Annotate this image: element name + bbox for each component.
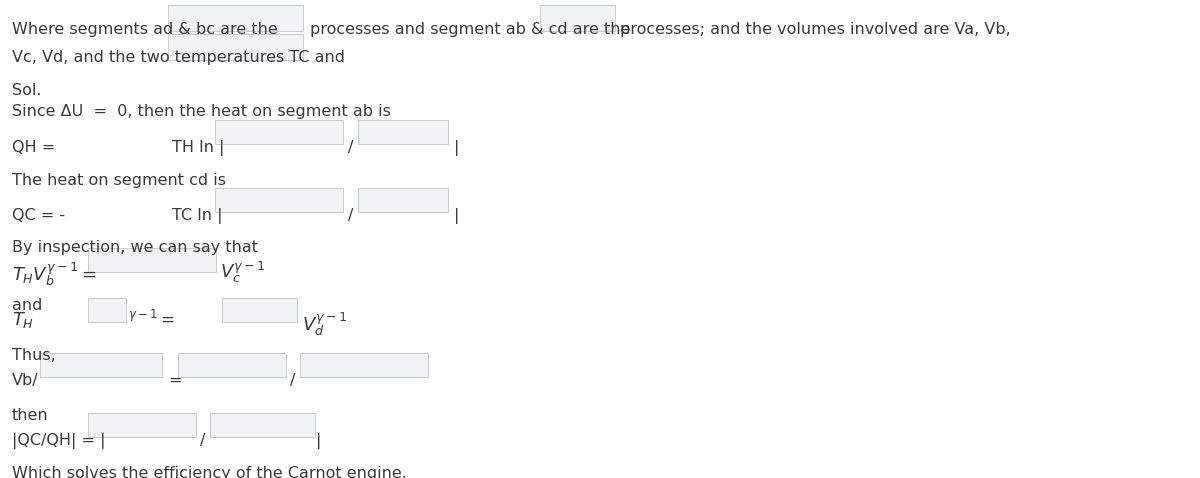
FancyBboxPatch shape [88,298,126,322]
Text: $T_HV_b^{\gamma-1}=$: $T_HV_b^{\gamma-1}=$ [12,260,96,288]
Text: Thus,: Thus, [12,348,55,363]
Text: The heat on segment cd is: The heat on segment cd is [12,173,226,188]
Text: processes and segment ab & cd are the: processes and segment ab & cd are the [310,22,630,37]
Text: Vc, Vd, and the two temperatures TC and: Vc, Vd, and the two temperatures TC and [12,50,346,65]
FancyBboxPatch shape [178,353,286,377]
FancyBboxPatch shape [168,34,302,60]
Text: By inspection, we can say that: By inspection, we can say that [12,240,258,255]
FancyBboxPatch shape [88,248,216,272]
FancyBboxPatch shape [215,188,343,212]
Text: |QC/QH| = |: |QC/QH| = | [12,433,106,449]
FancyBboxPatch shape [222,298,298,322]
Text: |: | [316,433,322,449]
Text: TC ln |: TC ln | [172,208,222,224]
FancyBboxPatch shape [40,353,162,377]
Text: $V_d^{\gamma-1}$: $V_d^{\gamma-1}$ [302,310,347,338]
Text: |: | [454,208,460,224]
FancyBboxPatch shape [300,353,428,377]
Text: Since ΔU  =  0, then the heat on segment ab is: Since ΔU = 0, then the heat on segment a… [12,104,391,119]
Text: processes; and the volumes involved are Va, Vb,: processes; and the volumes involved are … [620,22,1010,37]
Text: TH ln |: TH ln | [172,140,224,156]
Text: $V_c^{\gamma-1}$: $V_c^{\gamma-1}$ [220,260,265,285]
Text: then: then [12,408,49,423]
Text: /: / [348,208,353,223]
Text: QC = -: QC = - [12,208,65,223]
Text: Which solves the efficiency of the Carnot engine.: Which solves the efficiency of the Carno… [12,466,407,478]
FancyBboxPatch shape [215,120,343,144]
FancyBboxPatch shape [168,5,302,31]
Text: |: | [454,140,460,156]
Text: Vb/: Vb/ [12,373,38,388]
Text: QH =: QH = [12,140,55,155]
Text: /: / [290,373,295,388]
FancyBboxPatch shape [540,5,616,31]
Text: and: and [12,298,42,313]
Text: $^{\gamma-1}=$: $^{\gamma-1}=$ [128,310,175,328]
Text: /: / [200,433,205,448]
Text: Sol.: Sol. [12,83,42,98]
Text: $T_H$: $T_H$ [12,310,34,330]
FancyBboxPatch shape [358,120,448,144]
Text: /: / [348,140,353,155]
FancyBboxPatch shape [88,413,196,437]
Text: Where segments ad & bc are the: Where segments ad & bc are the [12,22,277,37]
Text: =: = [168,373,181,388]
FancyBboxPatch shape [358,188,448,212]
FancyBboxPatch shape [210,413,314,437]
